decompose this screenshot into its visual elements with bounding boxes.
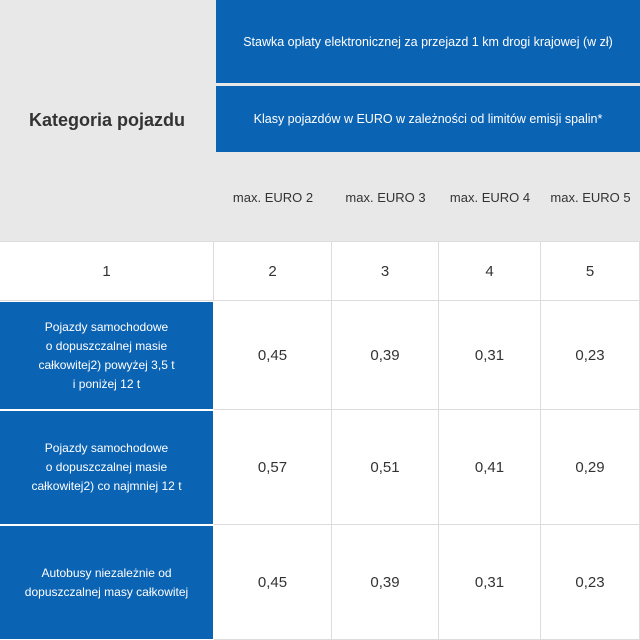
row-label-line: o dopuszczalnej masie [45, 338, 168, 353]
column-number: 4 [485, 262, 494, 280]
column-number-cell: 3 [332, 241, 439, 301]
column-number: 3 [380, 262, 390, 280]
rate-value: 0,39 [370, 346, 400, 364]
value-cell: 0,45 [214, 301, 332, 410]
value-cell: 0,41 [439, 410, 541, 525]
rate-value: 0,39 [370, 573, 400, 591]
euro-class: max. EURO 4 [449, 189, 531, 205]
row-label-line: o dopuszczalnej masie [45, 460, 168, 474]
value-cell: 0,39 [332, 301, 439, 410]
column-number: 1 [102, 262, 111, 280]
column-number: 2 [268, 262, 277, 280]
column-number-cell: 2 [214, 241, 332, 301]
value-cell: 0,39 [332, 525, 439, 640]
euro-class: max. EURO 5 [550, 189, 631, 205]
row-label-line: całkowitej2) powyżej 3,5 t [38, 357, 175, 372]
value-cell: 0,31 [439, 301, 541, 410]
rate-value: 0,23 [575, 573, 605, 591]
euro-class-cell: max. EURO 2 [214, 153, 332, 241]
value-cell: 0,29 [541, 410, 640, 525]
rate-title: Stawka opłaty elektronicznej za przejazd… [243, 34, 613, 49]
rate-value: 0,57 [257, 458, 288, 476]
row-label-cell: Pojazdy samochodowe o dopuszczalnej masie… [0, 302, 213, 409]
value-cell: 0,45 [214, 525, 332, 640]
rate-value: 0,41 [474, 458, 505, 476]
column-number-cell: 4 [439, 241, 541, 301]
row-label-line: Pojazdy samochodowe [44, 441, 169, 455]
row-label-line: Pojazdy samochodowe [44, 319, 169, 334]
category-header: Kategoria pojazdu [0, 0, 214, 241]
row-label-cell: Pojazdy samochodowe o dopuszczalnej masie… [0, 411, 213, 524]
rate-value: 0,45 [257, 573, 288, 591]
rate-value: 0,23 [575, 346, 605, 364]
row-label-line: całkowitej2) co najmniej 12 t [31, 479, 182, 493]
rate-value: 0,31 [474, 346, 505, 364]
column-number: 5 [585, 262, 595, 280]
rate-value: 0,29 [575, 458, 605, 476]
euro-title: Klasy pojazdów w EURO w zależności od li… [253, 112, 603, 126]
rate-value: 0,31 [474, 573, 505, 591]
euro-class-cell: max. EURO 3 [332, 153, 439, 241]
euro-class-cell: max. EURO 5 [541, 153, 640, 241]
row-label-line: i poniżej 12 t [72, 376, 141, 391]
value-cell: 0,57 [214, 410, 332, 525]
category-label: Kategoria pojazdu [28, 110, 185, 130]
value-cell: 0,23 [541, 525, 640, 640]
euro-header: Klasy pojazdów w EURO w zależności od li… [216, 86, 640, 152]
column-number-cell: 5 [541, 241, 640, 301]
row-label-line: dopuszczalnej masy całkowitej [24, 584, 189, 599]
column-number-cell: 1 [0, 241, 214, 301]
rate-header: Stawka opłaty elektronicznej za przejazd… [216, 0, 640, 83]
euro-class-cell: max. EURO 4 [439, 153, 541, 241]
value-cell: 0,31 [439, 525, 541, 640]
rate-value: 0,45 [257, 346, 288, 364]
euro-class: max. EURO 2 [232, 189, 314, 205]
row-label-cell: Autobusy niezależnie od dopuszczalnej mas… [0, 526, 213, 639]
rate-value: 0,51 [370, 458, 400, 476]
row-label-line: Autobusy niezależnie od [41, 565, 172, 580]
value-cell: 0,23 [541, 301, 640, 410]
euro-class: max. EURO 3 [345, 189, 426, 205]
value-cell: 0,51 [332, 410, 439, 525]
